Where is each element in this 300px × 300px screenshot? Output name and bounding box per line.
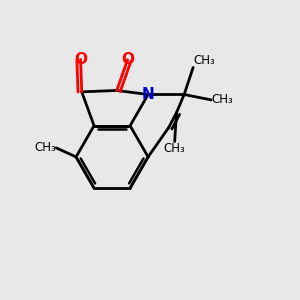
Text: O: O	[74, 52, 87, 67]
Text: CH₃: CH₃	[164, 142, 185, 154]
Text: CH₃: CH₃	[34, 141, 56, 154]
Text: CH₃: CH₃	[193, 55, 215, 68]
Text: N: N	[142, 87, 154, 102]
Text: O: O	[121, 52, 134, 67]
Text: CH₃: CH₃	[211, 93, 233, 106]
